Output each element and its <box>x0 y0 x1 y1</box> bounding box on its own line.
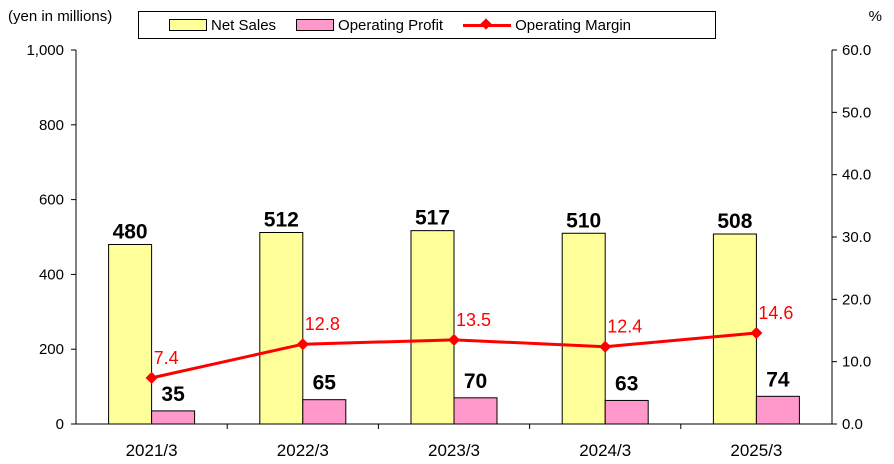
legend-swatch-net-sales <box>169 19 207 31</box>
legend-label-operating-margin: Operating Margin <box>515 16 632 34</box>
x-tick-label: 2024/3 <box>579 441 631 460</box>
bar-net-sales <box>259 232 304 425</box>
right-tick-label: 60.0 <box>842 42 871 59</box>
bar-operating-profit <box>302 399 347 425</box>
legend-swatch-operating-margin <box>463 19 512 31</box>
x-tick-label: 2021/3 <box>126 441 178 460</box>
data-label-operating-profit: 65 <box>313 372 337 395</box>
legend-swatch-operating-profit <box>296 19 335 31</box>
legend-item-operating-profit: Operating Profit <box>296 17 443 34</box>
data-label-operating-profit: 70 <box>464 370 487 393</box>
bar-operating-profit <box>755 395 800 425</box>
right-tick-label: 30.0 <box>842 229 871 246</box>
left-tick-label: 1,000 <box>26 42 64 59</box>
data-label-net-sales: 508 <box>717 210 752 233</box>
right-tick-label: 10.0 <box>842 354 871 371</box>
data-label-operating-margin: 14.6 <box>758 303 793 323</box>
left-axis-unit: (yen in millions) <box>8 8 113 25</box>
operating-margin-marker <box>448 333 460 346</box>
legend-item-operating-margin: Operating Margin <box>463 17 631 34</box>
x-tick-label: 2025/3 <box>730 441 782 460</box>
legend-label-net-sales: Net Sales <box>211 16 277 34</box>
x-tick-label: 2023/3 <box>428 441 480 460</box>
data-label-operating-profit: 35 <box>161 383 185 406</box>
data-label-net-sales: 512 <box>264 209 299 232</box>
x-tick-label: 2022/3 <box>277 441 329 460</box>
bar-net-sales <box>410 230 455 425</box>
bar-operating-profit <box>453 397 498 425</box>
legend-item-net-sales: Net Sales <box>169 17 276 34</box>
data-label-net-sales: 517 <box>415 207 450 230</box>
left-tick-label: 600 <box>39 192 64 209</box>
data-label-operating-profit: 74 <box>766 368 790 391</box>
data-label-net-sales: 480 <box>113 220 148 243</box>
left-tick-label: 200 <box>39 341 64 358</box>
operating-margin-marker <box>145 371 158 384</box>
data-label-net-sales: 510 <box>566 209 601 232</box>
legend-label-operating-profit: Operating Profit <box>338 16 444 34</box>
left-tick-label: 400 <box>39 266 64 283</box>
right-tick-label: 40.0 <box>842 167 871 184</box>
left-tick-label: 0 <box>56 416 64 433</box>
data-label-operating-margin: 12.4 <box>607 317 642 337</box>
bar-operating-profit <box>151 410 196 425</box>
right-tick-label: 50.0 <box>842 104 871 121</box>
left-tick-label: 800 <box>39 117 64 134</box>
bar-operating-profit <box>604 399 649 425</box>
data-label-operating-margin: 13.5 <box>456 310 491 330</box>
data-label-operating-margin: 12.8 <box>305 314 340 334</box>
right-tick-label: 0.0 <box>842 416 863 433</box>
operating-margin-marker <box>599 340 612 353</box>
data-label-operating-margin: 7.4 <box>154 348 179 368</box>
operating-margin-marker <box>750 326 763 339</box>
data-label-operating-profit: 63 <box>615 372 638 395</box>
legend: Net Sales Operating Profit Operating Mar… <box>138 11 716 39</box>
operating-margin-marker <box>296 338 309 351</box>
right-tick-label: 20.0 <box>842 291 871 308</box>
bar-net-sales <box>108 243 153 425</box>
bar-net-sales <box>561 232 606 425</box>
right-axis-unit: % <box>868 8 882 25</box>
bar-net-sales <box>712 233 757 425</box>
